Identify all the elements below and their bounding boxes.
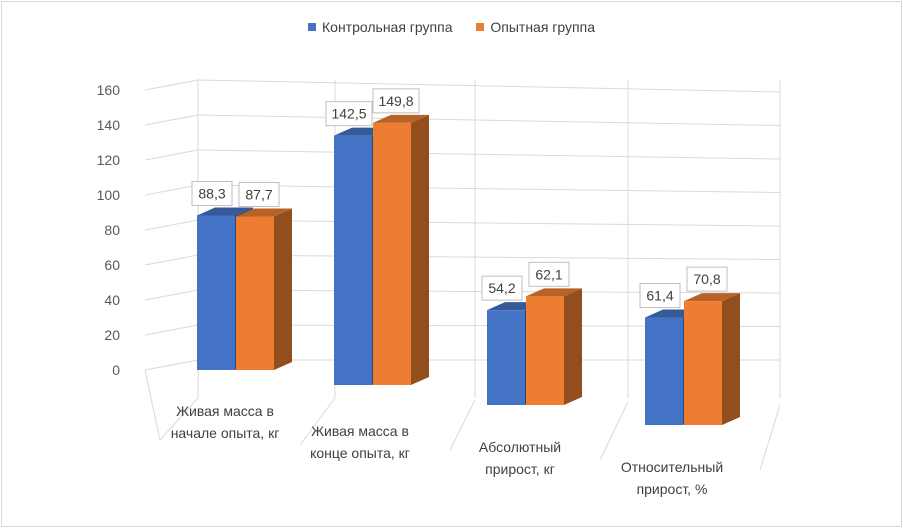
- bar: [334, 135, 372, 385]
- grid-side-line: [144, 149, 199, 161]
- grid-line: [197, 79, 781, 93]
- category-label: прирост, %: [637, 481, 708, 497]
- floor-line: [759, 404, 781, 471]
- bar: [197, 215, 235, 370]
- data-label: 142,5: [331, 106, 366, 122]
- y-tick-label: 140: [97, 117, 121, 133]
- bar-side: [722, 293, 740, 425]
- floor-line: [159, 397, 199, 441]
- floor-line: [449, 399, 476, 451]
- category-label: начале опыта, кг: [171, 425, 280, 441]
- bar-top: [236, 208, 292, 217]
- y-tick-label: 100: [97, 187, 121, 203]
- y-tick-label: 40: [104, 292, 120, 308]
- data-label-box: [238, 182, 280, 208]
- bar-top: [684, 293, 740, 302]
- category-label: Абсолютный: [479, 439, 561, 455]
- grid-side-line: [144, 359, 199, 371]
- bar-top: [373, 114, 429, 123]
- bar: [373, 122, 411, 385]
- category-label: Относительный: [621, 459, 723, 475]
- legend-item-experimental: Опытная группа: [476, 19, 595, 35]
- category-label: прирост, кг: [485, 461, 555, 477]
- grid-side-line: [144, 324, 199, 336]
- grid-side-line: [144, 114, 199, 126]
- data-label-box: [325, 101, 373, 127]
- bar: [684, 301, 722, 425]
- grid-line: [197, 149, 781, 160]
- legend-swatch-experimental: [476, 23, 485, 31]
- data-label-box: [639, 283, 681, 309]
- data-label: 61,4: [646, 288, 673, 304]
- grid-side-line: [144, 184, 199, 196]
- grid-line: [197, 114, 781, 126]
- bar-top: [197, 207, 253, 216]
- bar-side: [564, 288, 582, 405]
- category-label: Живая масса в: [176, 403, 274, 419]
- floor-edge-left: [144, 369, 161, 441]
- legend-item-control: Контрольная группа: [308, 19, 452, 35]
- data-label-box: [481, 275, 523, 301]
- data-label-box: [372, 88, 420, 114]
- bar: [487, 310, 525, 405]
- legend-swatch-control: [308, 23, 316, 31]
- grid-side-line: [144, 289, 199, 301]
- grid-side-line: [144, 219, 199, 231]
- category-label: конце опыта, кг: [310, 445, 410, 461]
- floor-line: [299, 397, 336, 446]
- bar: [526, 296, 564, 405]
- y-tick-label: 80: [104, 222, 120, 238]
- data-label-box: [686, 266, 728, 292]
- floor-line: [599, 401, 629, 461]
- grid-line: [197, 219, 781, 227]
- bar-side: [411, 114, 429, 385]
- y-tick-label: 60: [104, 257, 120, 273]
- legend-label-control: Контрольная группа: [322, 19, 453, 35]
- bar-side: [274, 208, 292, 370]
- bar-top: [526, 288, 582, 297]
- grid-side-line: [144, 79, 199, 91]
- data-label-box: [528, 261, 570, 287]
- grid-line: [197, 184, 781, 193]
- y-tick-label: 160: [97, 82, 121, 98]
- legend-label-experimental: Опытная группа: [490, 19, 595, 35]
- data-label: 70,8: [693, 271, 720, 287]
- y-tick-label: 0: [112, 362, 120, 378]
- data-label: 88,3: [198, 185, 225, 201]
- data-label: 149,8: [378, 93, 413, 109]
- category-label: Живая масса в: [311, 423, 409, 439]
- bar: [645, 317, 683, 425]
- legend: Контрольная группа Опытная группа: [0, 18, 903, 35]
- y-tick-label: 120: [97, 152, 121, 168]
- grid-line: [197, 254, 781, 260]
- y-tick-label: 20: [104, 327, 120, 343]
- data-label: 54,2: [488, 280, 515, 296]
- data-label: 87,7: [245, 187, 272, 203]
- data-label: 62,1: [535, 266, 562, 282]
- grid-side-line: [144, 254, 199, 266]
- bar: [236, 216, 274, 370]
- data-label-box: [191, 180, 233, 206]
